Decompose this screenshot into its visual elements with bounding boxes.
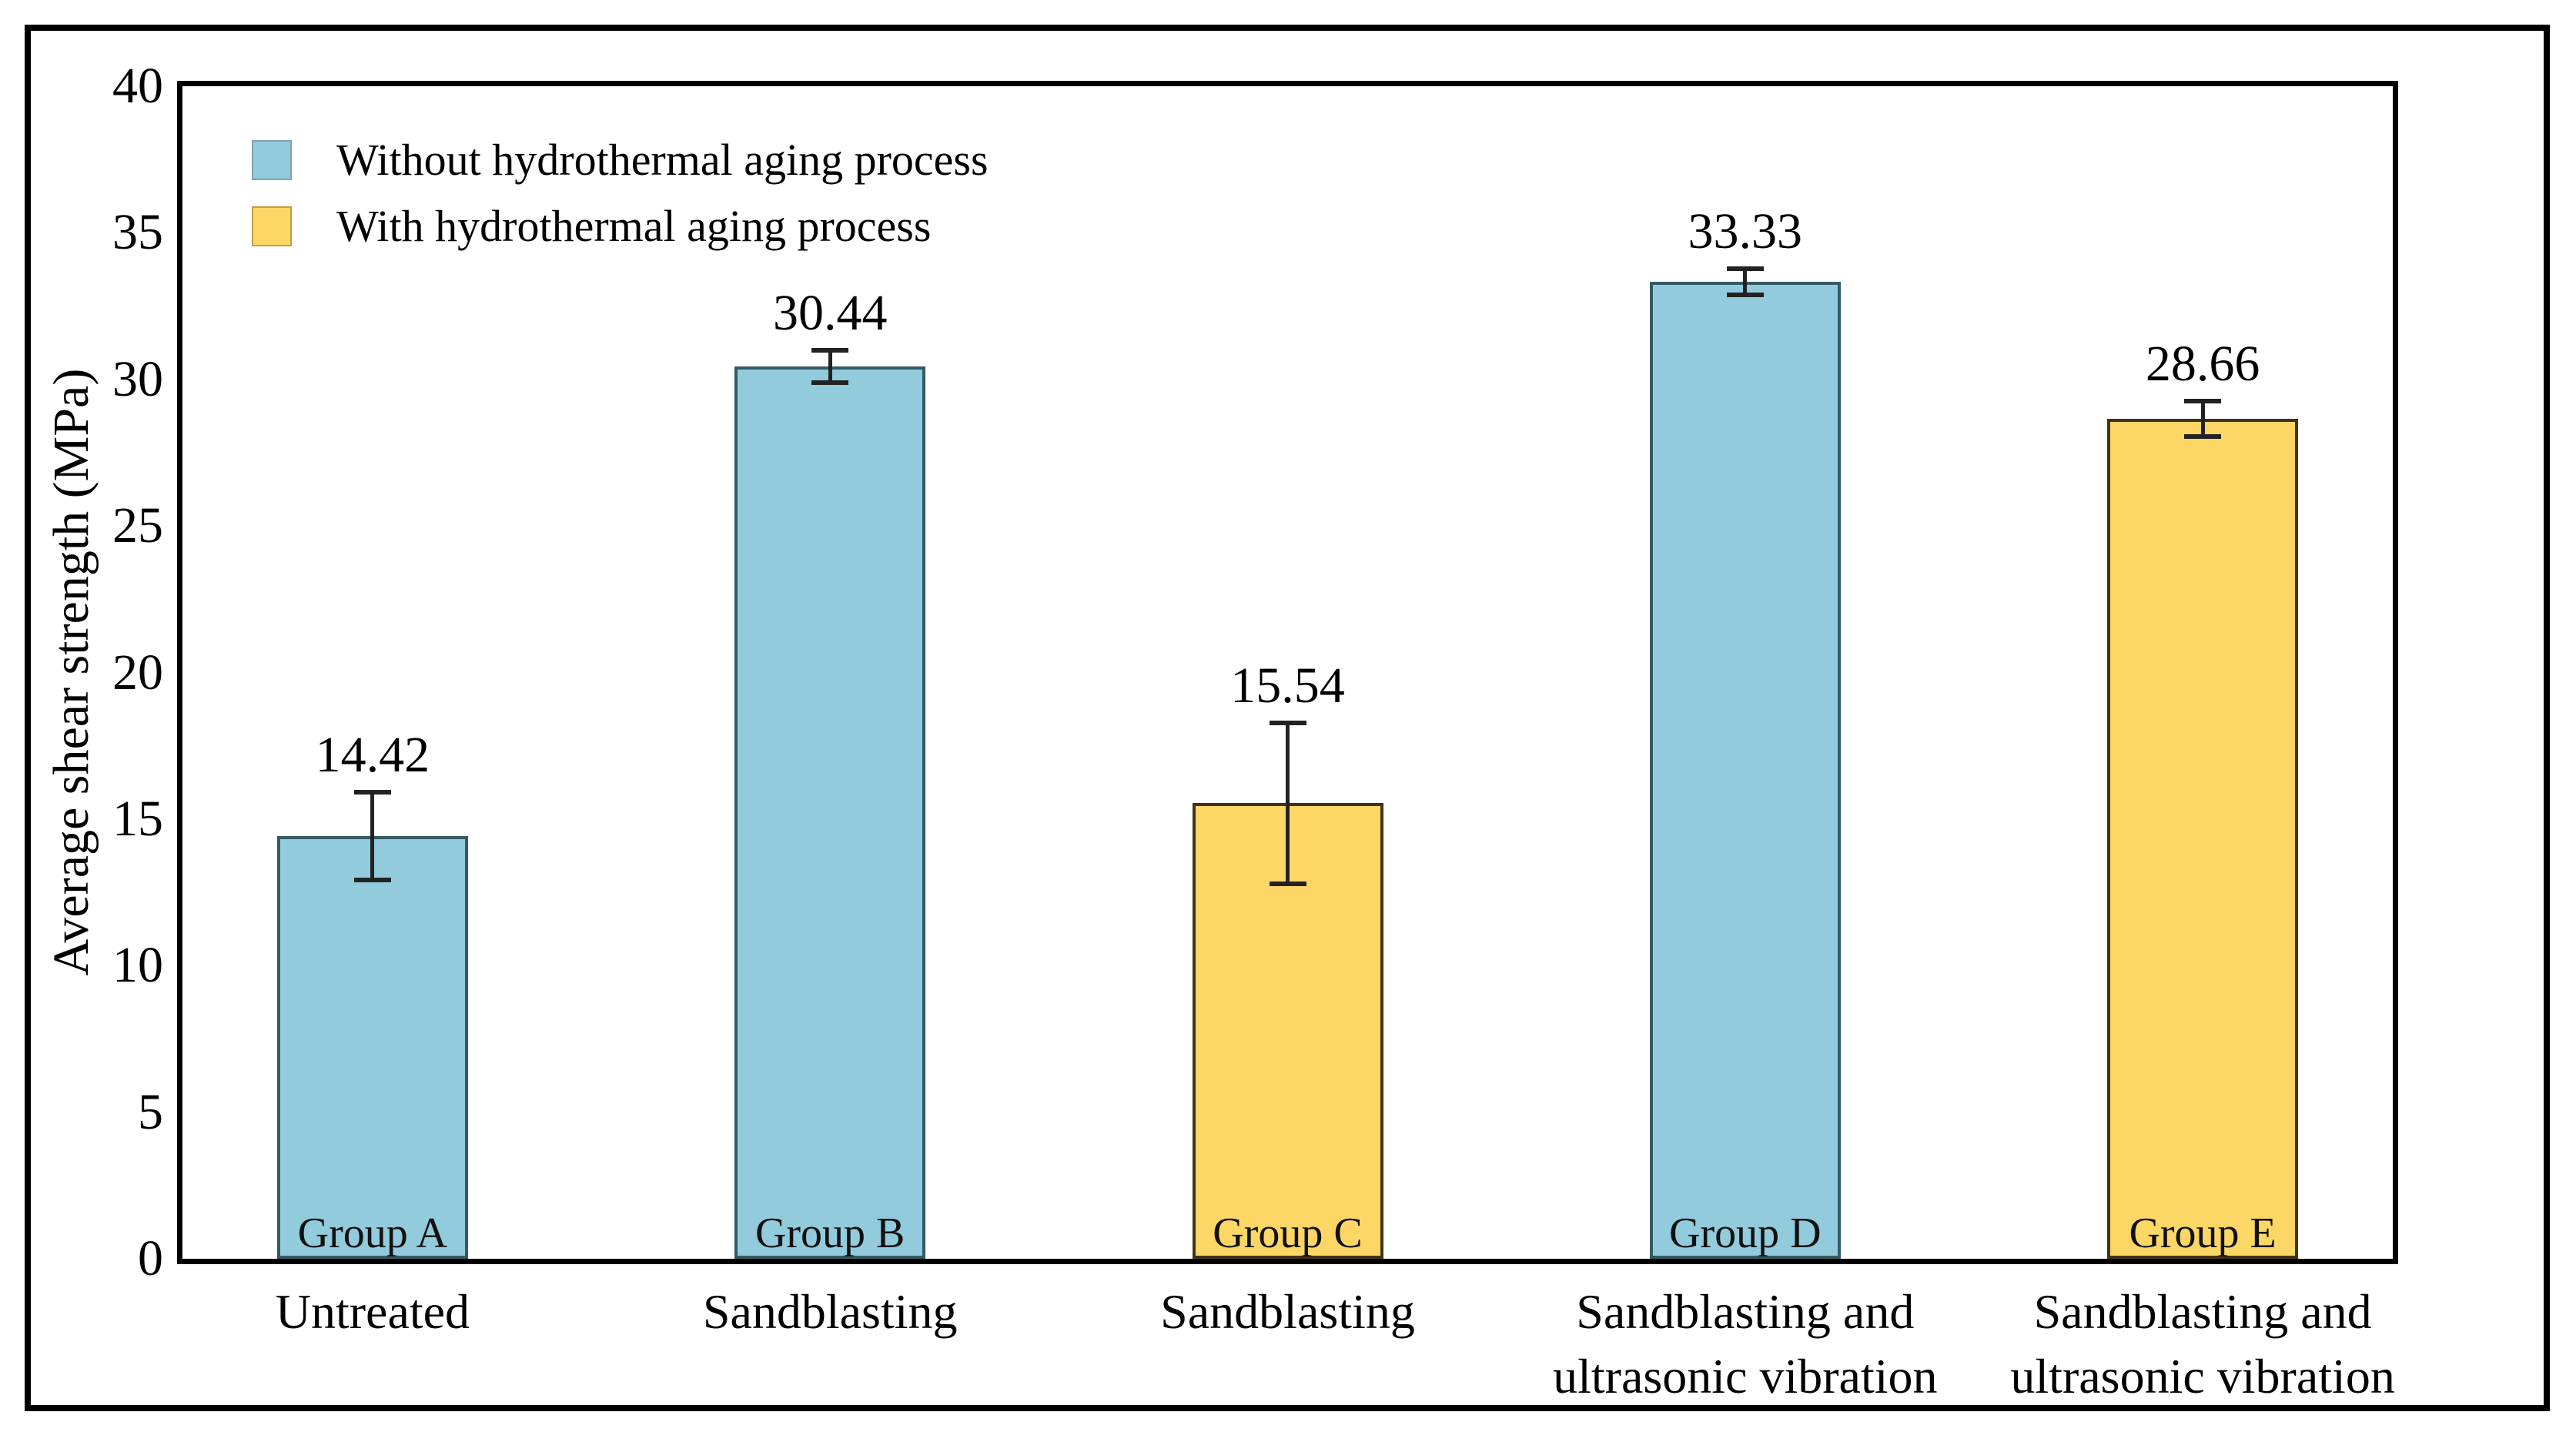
group-label-group-e: Group E	[2129, 1209, 2277, 1257]
y-tick-label-10: 10	[112, 937, 163, 994]
plot-area: 14.42 Group A 30.44 Group B 15.54 Group C 33.3…	[177, 81, 2398, 1264]
error-bar-cap-top	[1726, 266, 1764, 271]
error-bar-cap-bottom	[353, 878, 391, 883]
category-label-group-e: Sandblasting and ultrasonic vibration	[2010, 1284, 2395, 1404]
error-bar-cap-top	[811, 348, 849, 353]
value-label-group-c: 15.54	[1230, 657, 1345, 714]
value-label-group-b: 30.44	[772, 285, 888, 342]
group-label-group-c: Group C	[1213, 1209, 1363, 1257]
error-bar-cap-bottom	[1269, 882, 1306, 887]
error-bar-cap-top	[1269, 720, 1306, 725]
category-label-group-a: Untreated	[275, 1284, 470, 1339]
legend-swatch-yellow-icon	[252, 206, 292, 246]
error-bar-cap-top	[353, 789, 391, 795]
legend-swatch-blue-icon	[252, 140, 292, 180]
y-tick-label-20: 20	[112, 644, 163, 701]
legend-label-without-aging: Without hydrothermal aging process	[336, 135, 989, 185]
legend-item-without-aging: Without hydrothermal aging process	[252, 135, 989, 185]
value-label-group-a: 14.42	[315, 726, 430, 783]
y-tick-label-25: 25	[112, 497, 163, 554]
legend-item-with-aging: With hydrothermal aging process	[252, 201, 989, 251]
group-label-group-b: Group B	[754, 1209, 905, 1257]
category-label-group-c: Sandblasting	[1160, 1284, 1415, 1339]
figure-border	[25, 25, 2550, 1411]
error-bar-cap-bottom	[1726, 293, 1764, 298]
legend-label-with-aging: With hydrothermal aging process	[336, 201, 932, 251]
bar-group-b	[734, 366, 926, 1259]
error-bar-group-c	[1286, 722, 1290, 884]
error-bar-cap-top	[2184, 398, 2222, 403]
bar-group-a	[276, 835, 468, 1259]
group-label-group-d: Group D	[1669, 1209, 1822, 1257]
y-tick-label-40: 40	[112, 58, 163, 114]
legend: Without hydrothermal aging process With …	[252, 135, 989, 273]
group-label-group-a: Group A	[297, 1209, 448, 1257]
bar-group-e	[2107, 418, 2299, 1259]
error-bar-group-b	[828, 350, 832, 383]
error-bar-cap-bottom	[2184, 433, 2222, 439]
category-label-group-d: Sandblasting and ultrasonic vibration	[1553, 1284, 1938, 1404]
y-tick-label-0: 0	[138, 1230, 163, 1286]
y-tick-label-5: 5	[138, 1083, 163, 1140]
error-bar-cap-bottom	[811, 380, 849, 385]
y-tick-label-35: 35	[112, 204, 163, 261]
error-bar-group-e	[2200, 400, 2205, 437]
y-tick-label-30: 30	[112, 350, 163, 407]
value-label-group-e: 28.66	[2145, 335, 2260, 392]
bar-group-d	[1649, 281, 1841, 1259]
y-tick-label-15: 15	[112, 790, 163, 847]
category-label-group-b: Sandblasting	[702, 1284, 958, 1339]
error-bar-group-d	[1743, 268, 1748, 296]
error-bar-group-a	[370, 791, 375, 881]
value-label-group-d: 33.33	[1688, 202, 1803, 259]
